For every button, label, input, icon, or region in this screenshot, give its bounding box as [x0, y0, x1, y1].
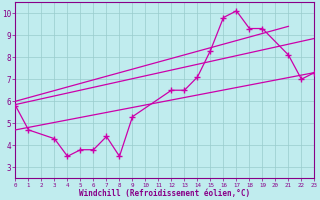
X-axis label: Windchill (Refroidissement éolien,°C): Windchill (Refroidissement éolien,°C): [79, 189, 251, 198]
